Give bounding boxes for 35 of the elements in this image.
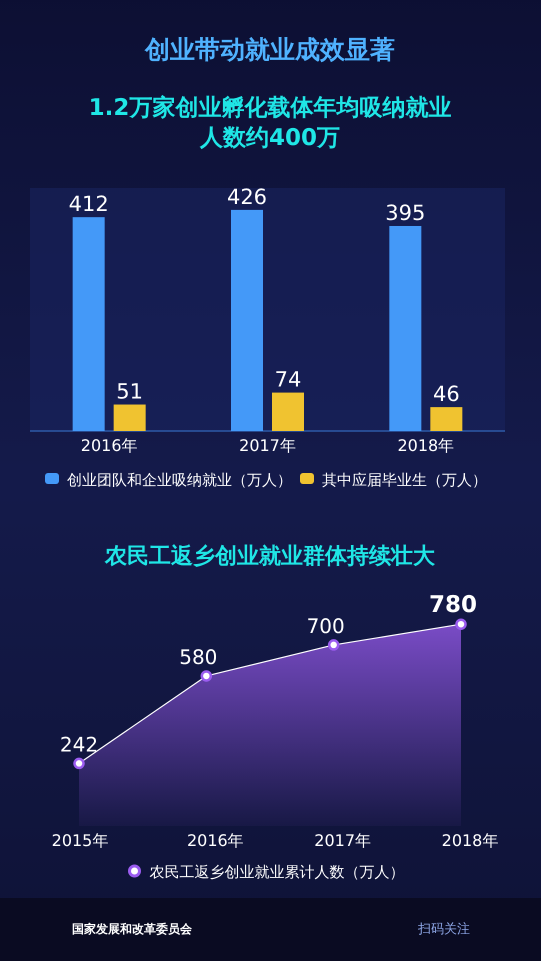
bar	[389, 226, 422, 431]
bar	[231, 210, 263, 431]
data-label: 780	[428, 592, 478, 618]
legend-label: 农民工返乡创业就业累计人数（万人）	[150, 863, 404, 881]
point	[73, 758, 85, 770]
data-label: 580	[179, 644, 218, 669]
chart-subtitle: 1.2万家创业孵化载体年均吸纳就业人数约400万	[88, 94, 452, 151]
data-label: 242	[60, 732, 98, 756]
chart-title: 创业带动就业成效显著	[144, 35, 395, 64]
bar	[272, 392, 304, 431]
data-label: 74	[274, 368, 302, 392]
x-tick-label: 2018年	[442, 831, 498, 850]
data-label: 426	[226, 184, 268, 209]
legend-label: 创业团队和企业吸纳就业（万人）	[67, 471, 292, 489]
x-tick-label: 2016年	[80, 436, 138, 455]
data-label: 395	[385, 200, 426, 225]
x-tick-label: 2015年	[52, 831, 108, 850]
bar	[72, 217, 105, 431]
point	[328, 639, 340, 651]
legend-label: 其中应届毕业生（万人）	[322, 471, 487, 489]
x-tick-label: 2017年	[239, 436, 296, 455]
text: 国家发展和改革委员会	[72, 922, 193, 936]
x-tick-label: 2018年	[397, 436, 454, 455]
text: 扫码关注	[417, 922, 470, 937]
data-label: 51	[116, 380, 144, 404]
x-tick-label: 2016年	[186, 831, 244, 850]
data-label: 700	[306, 614, 345, 638]
data-label: 46	[432, 382, 460, 406]
x-tick-label: 2017年	[314, 831, 372, 850]
bar	[114, 404, 146, 431]
point	[455, 618, 467, 630]
data-label: 412	[68, 192, 109, 216]
chart-title: 农民工返乡创业就业群体持续壮大	[104, 544, 436, 569]
point	[200, 670, 212, 682]
bar	[430, 407, 462, 431]
